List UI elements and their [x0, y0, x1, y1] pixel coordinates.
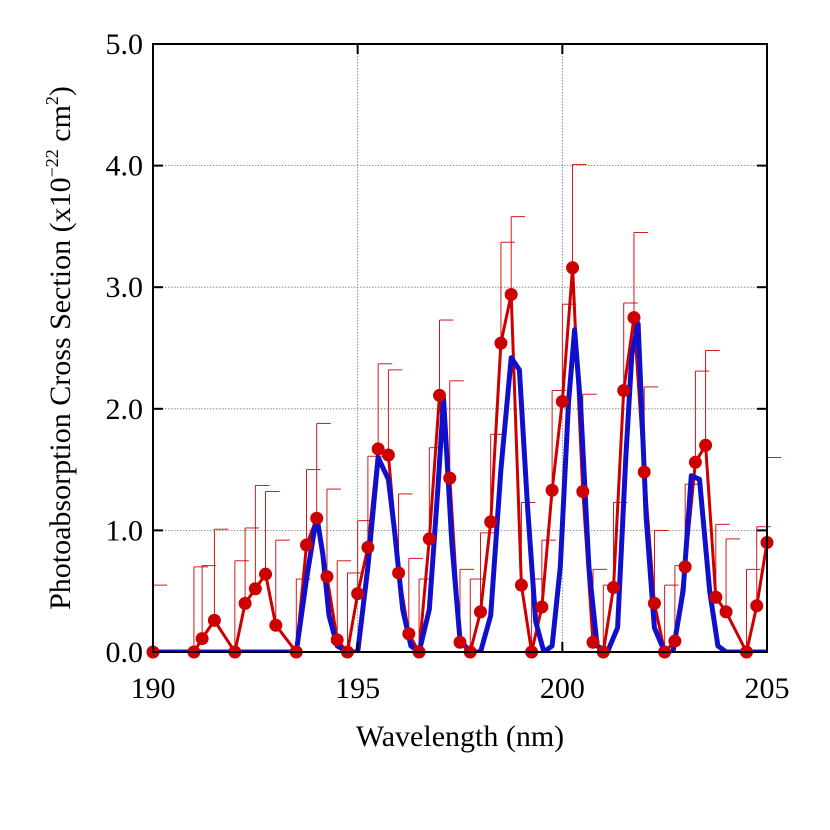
measured-point	[351, 587, 365, 601]
y-tick-label: 3.0	[106, 271, 144, 304]
measured-point	[310, 511, 324, 525]
measured-point	[647, 596, 661, 610]
plot-frame	[152, 43, 768, 653]
measured-point	[678, 560, 692, 574]
measured-point	[545, 483, 559, 497]
x-tick-label: 200	[540, 672, 585, 705]
measured-point	[320, 570, 334, 584]
measured-point	[473, 605, 487, 619]
measured-point	[576, 484, 590, 498]
y-tick-label: 2.0	[106, 393, 144, 426]
measured-point	[688, 455, 702, 469]
measured-point	[392, 566, 406, 580]
x-tick-label: 190	[131, 672, 176, 705]
measured-point	[371, 442, 385, 456]
measured-point	[668, 634, 682, 648]
measured-point	[330, 633, 344, 647]
measured-point	[484, 515, 498, 529]
y-axis-title: Photoabsorption Cross Section (x10−22 cm…	[42, 86, 77, 610]
y-axis-title-close: )	[44, 86, 77, 96]
measured-point	[300, 538, 313, 552]
x-tick-label: 205	[745, 672, 790, 705]
measured-point	[207, 613, 221, 627]
measured-point	[514, 578, 528, 592]
y-tick-label: 5.0	[106, 28, 144, 61]
measured-point	[361, 540, 375, 554]
measured-point	[586, 635, 600, 649]
measured-point	[259, 567, 273, 581]
measured-point	[453, 635, 467, 649]
measured-point	[248, 582, 262, 596]
measured-point	[494, 336, 508, 350]
measured-point	[627, 311, 641, 325]
measured-point	[699, 438, 713, 452]
measured-point	[195, 632, 209, 646]
measured-point	[555, 395, 569, 409]
measured-point	[402, 627, 416, 641]
x-tick-labels: 190 195 200 205	[131, 672, 790, 705]
y-tick-label: 0.0	[106, 636, 144, 669]
y-axis-title-unit: cm	[44, 105, 77, 149]
measured-point	[637, 465, 651, 479]
x-axis-title: Wavelength (nm)	[356, 720, 564, 753]
measured-point	[422, 532, 436, 546]
measured-point	[719, 605, 733, 619]
measured-point	[566, 261, 580, 275]
measured-point	[607, 581, 620, 595]
measured-point	[381, 448, 395, 462]
measured-point	[709, 590, 723, 604]
y-tick-label: 4.0	[106, 150, 144, 183]
x-tick-label: 195	[335, 672, 380, 705]
measured-point	[617, 384, 631, 398]
y-axis-title-main: Photoabsorption Cross Section (x10	[44, 177, 77, 610]
y-tick-labels: 0.0 1.0 2.0 3.0 4.0 5.0	[106, 28, 144, 669]
y-axis-title-exponent: −22	[42, 149, 62, 177]
measured-point	[433, 388, 447, 402]
axis-ticks	[152, 43, 768, 653]
measured-point	[443, 471, 457, 485]
calculated-series-line	[153, 321, 767, 652]
y-axis-title-unit-exponent: 2	[42, 96, 62, 105]
measured-point	[535, 600, 549, 614]
measured-point	[238, 596, 252, 610]
y-tick-label: 1.0	[106, 514, 144, 547]
measured-point	[750, 599, 764, 613]
measured-point	[269, 618, 283, 632]
measured-point	[504, 287, 518, 301]
